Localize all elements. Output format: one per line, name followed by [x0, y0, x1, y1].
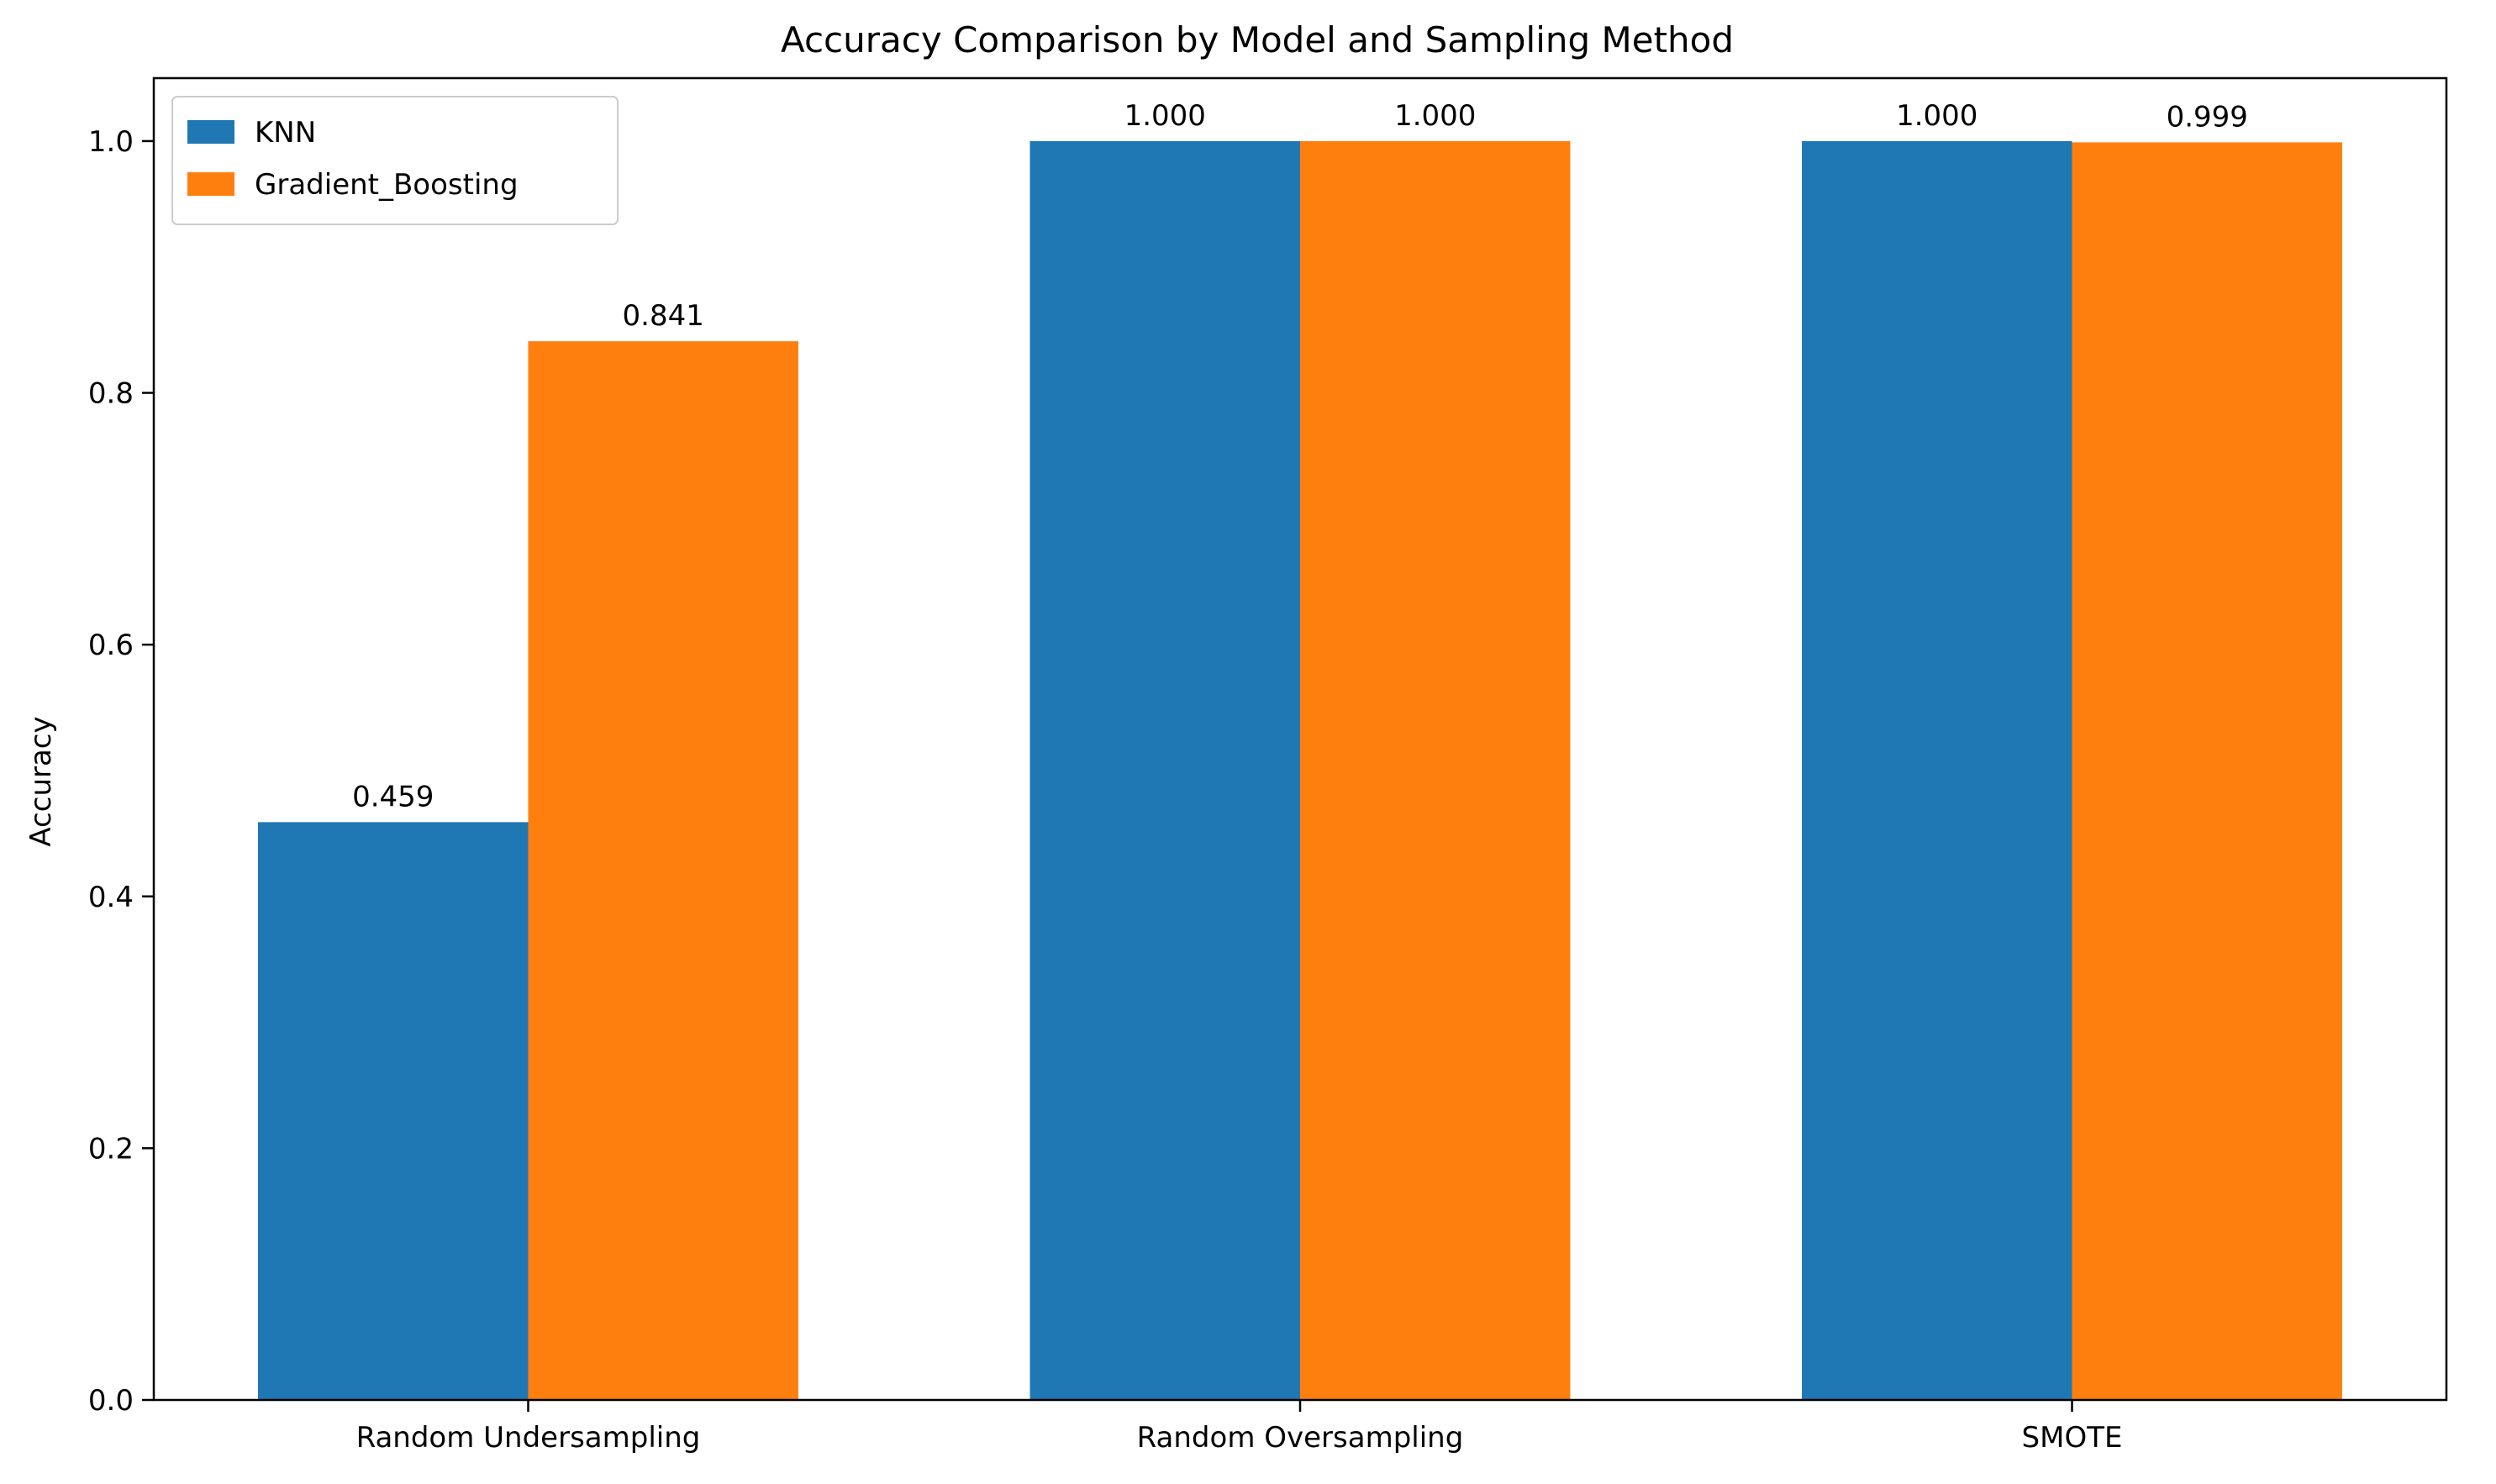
y-tick-label: 0.8: [88, 377, 134, 411]
plot-area-frame: [152, 76, 2448, 1402]
bar-label-knn-smote: 1.000: [1896, 99, 1977, 133]
x-tick-label: SMOTE: [2022, 1421, 2123, 1455]
x-tick-label: Random Undersampling: [356, 1421, 701, 1455]
y-tick-label: 1.0: [88, 125, 134, 159]
y-axis-label: Accuracy: [24, 716, 58, 846]
bar-label-gradient-boosting-random-undersampling: 0.841: [623, 299, 704, 333]
bar-knn-random-oversampling: [1029, 140, 1300, 1400]
y-tick-label: 0.2: [88, 1132, 134, 1166]
legend-swatch-gradient-boosting: [187, 172, 234, 196]
y-axis: 0.0 0.2 0.4 0.6 0.8 1.0: [88, 125, 154, 1418]
x-axis: Random Undersampling Random Oversampling S…: [356, 1400, 2123, 1455]
legend-swatch-knn: [187, 120, 234, 144]
chart-title: Accuracy Comparison by Model and Samplin…: [781, 19, 1734, 61]
bar-label-gradient-boosting-smote: 0.999: [2167, 100, 2248, 134]
legend-label-knn: KNN: [255, 116, 316, 150]
bar-label-gradient-boosting-random-oversampling: 1.000: [1394, 99, 1476, 133]
bar-label-knn-random-oversampling: 1.000: [1124, 99, 1206, 133]
bars-group: [258, 140, 2342, 1401]
bar-gradient-boosting-random-undersampling: [528, 341, 798, 1400]
bar-value-labels: 0.459 0.841 1.000 1.000 1.000 0.999: [352, 99, 2248, 813]
legend-label-gradient-boosting: Gradient_Boosting: [255, 168, 519, 202]
y-tick-label: 0.4: [88, 881, 134, 914]
bar-gradient-boosting-smote: [2072, 142, 2342, 1401]
bar-knn-random-undersampling: [258, 822, 529, 1400]
legend-box: [171, 96, 619, 225]
y-tick-label: 0.6: [88, 629, 134, 662]
bar-knn-smote: [1802, 140, 2072, 1400]
bar-gradient-boosting-random-oversampling: [1300, 140, 1571, 1400]
legend[interactable]: KNN Gradient_Boosting: [171, 96, 619, 225]
bar-label-knn-random-undersampling: 0.459: [352, 780, 434, 813]
y-tick-label: 0.0: [88, 1384, 134, 1418]
x-tick-label: Random Oversampling: [1137, 1421, 1464, 1455]
